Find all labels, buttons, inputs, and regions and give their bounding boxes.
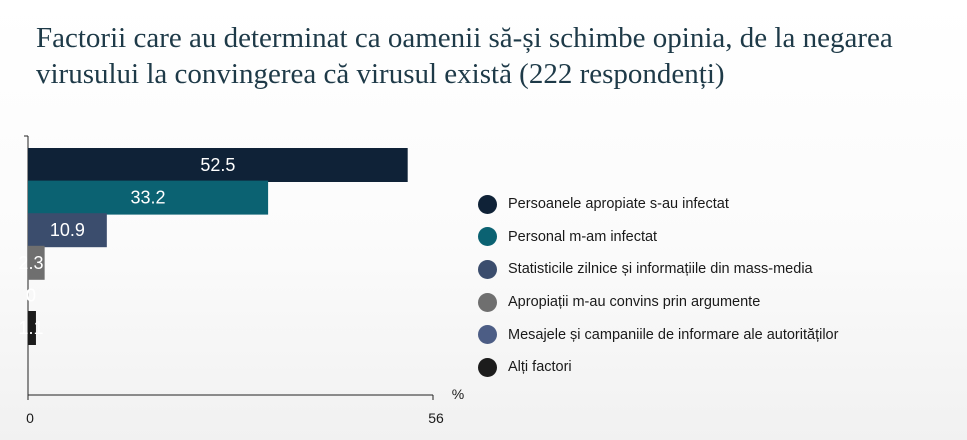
legend-item: Apropiații m-au convins prin argumente [478,286,958,319]
bar-6 [28,311,36,345]
legend-item: Personal m-am infectat [478,221,958,254]
bar-value-label-3: 10.9 [50,220,85,240]
legend-swatch [478,325,497,345]
bar-4 [28,245,45,280]
chart-title: Factorii care au determinat ca oamenii s… [36,22,893,90]
x-tick-label-max: 56 [428,410,444,426]
legend-label: Statisticile zilnice și informațiile din… [508,261,813,278]
legend: Persoanele apropiate s-au infectat Person… [478,188,958,384]
x-axis-unit-label: % [452,386,464,402]
bar-value-label-2: 33.2 [131,188,166,208]
legend-swatch [478,357,497,377]
legend-item: Mesajele și campaniile de informare ale … [478,318,958,351]
legend-item: Persoanele apropiate s-au infectat [478,188,958,221]
legend-label: Apropiații m-au convins prin argumente [508,294,761,311]
bar-value-label-4: 2.3 [18,253,43,273]
legend-swatch [478,292,497,312]
bar-value-label-6: 1.1 [18,318,43,338]
bar-3 [28,213,107,248]
legend-swatch [478,194,497,214]
bar-2 [28,180,269,215]
legend-item: Alți factori [478,351,958,384]
legend-swatch [478,227,497,247]
bar-1 [28,148,408,182]
legend-swatch [478,259,497,279]
legend-label: Personal m-am infectat [508,228,658,245]
bar-value-label-1: 52.5 [200,155,235,175]
legend-label: Persoanele apropiate s-au infectat [508,196,729,213]
x-tick-label-0: 0 [26,410,34,426]
legend-label: Mesajele și campaniile de informare ale … [508,326,839,343]
bar-value-label-5: 0 [26,285,36,305]
legend-item: Statisticile zilnice și informațiile din… [478,253,958,286]
legend-label: Alți factori [508,359,572,376]
